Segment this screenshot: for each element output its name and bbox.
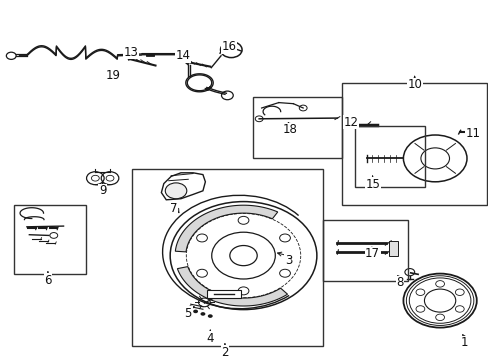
Bar	[14, 205, 85, 274]
Circle shape	[207, 314, 212, 318]
Circle shape	[435, 314, 444, 320]
Text: 6: 6	[44, 274, 52, 287]
Circle shape	[435, 281, 444, 287]
Bar	[354, 126, 425, 187]
Circle shape	[229, 246, 257, 266]
Text: 14: 14	[176, 49, 190, 62]
Text: 11: 11	[465, 127, 480, 140]
Text: 12: 12	[343, 116, 358, 129]
Circle shape	[415, 306, 424, 312]
Circle shape	[454, 289, 463, 296]
Bar	[342, 83, 486, 205]
Text: 2: 2	[221, 346, 228, 359]
Polygon shape	[175, 205, 277, 252]
Circle shape	[200, 312, 205, 316]
Circle shape	[350, 122, 358, 128]
Circle shape	[196, 234, 207, 242]
Circle shape	[279, 269, 290, 277]
Text: 13: 13	[123, 46, 138, 59]
Circle shape	[238, 287, 248, 295]
Bar	[132, 169, 322, 346]
Text: 18: 18	[283, 123, 297, 136]
Bar	[253, 97, 342, 158]
Circle shape	[454, 306, 463, 312]
Text: 17: 17	[365, 247, 379, 260]
Text: 8: 8	[395, 276, 403, 289]
Circle shape	[238, 216, 248, 224]
Text: 4: 4	[206, 332, 214, 345]
Text: 5: 5	[184, 307, 192, 320]
Text: 1: 1	[460, 336, 468, 349]
Polygon shape	[161, 173, 205, 200]
Circle shape	[279, 234, 290, 242]
Text: 9: 9	[99, 184, 106, 197]
Text: 16: 16	[221, 40, 236, 53]
Text: 15: 15	[365, 178, 379, 191]
Polygon shape	[178, 55, 185, 59]
Bar	[322, 220, 407, 281]
Circle shape	[404, 269, 414, 276]
Text: 19: 19	[106, 69, 121, 82]
Circle shape	[165, 183, 186, 199]
Polygon shape	[177, 267, 287, 306]
Text: 10: 10	[407, 78, 421, 91]
Bar	[388, 241, 397, 256]
Circle shape	[193, 310, 198, 313]
Text: 3: 3	[284, 255, 292, 267]
Circle shape	[415, 289, 424, 296]
Bar	[206, 290, 241, 298]
Text: 7: 7	[169, 202, 177, 215]
Circle shape	[196, 269, 207, 277]
